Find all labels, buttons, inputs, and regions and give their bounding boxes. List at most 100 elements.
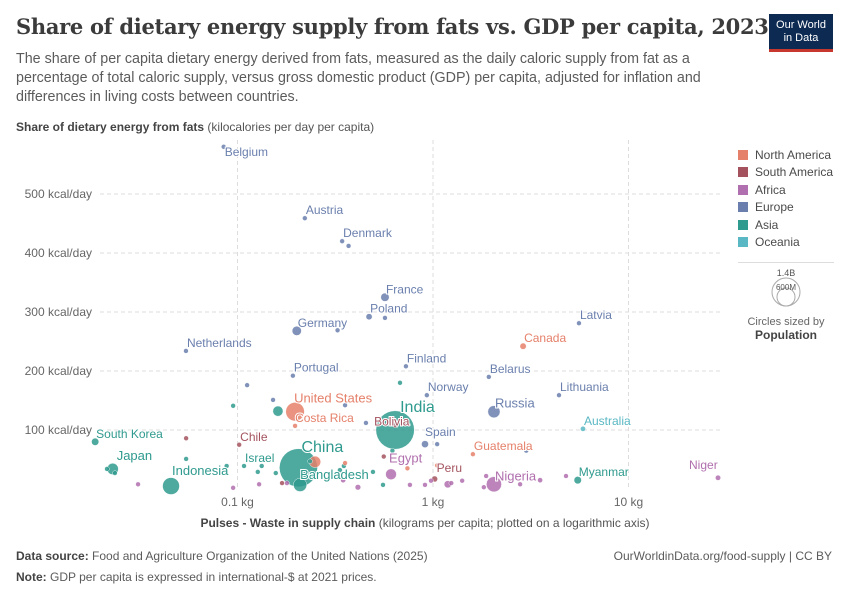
legend-item[interactable]: North America xyxy=(738,146,833,164)
point-label: United States xyxy=(294,391,373,406)
y-axis-label-unit: (kilocalories per day per capita) xyxy=(207,120,375,134)
data-point xyxy=(339,238,345,244)
point-label: Russia xyxy=(495,396,536,411)
data-point xyxy=(385,468,397,480)
legend-item[interactable]: Oceania xyxy=(738,234,833,252)
data-point xyxy=(285,402,305,422)
data-point xyxy=(183,456,189,462)
data-point xyxy=(375,410,415,450)
point-label: China xyxy=(301,439,343,456)
data-point xyxy=(363,420,369,426)
data-point xyxy=(422,482,428,488)
data-point xyxy=(183,348,189,354)
data-point xyxy=(403,363,409,369)
data-point xyxy=(370,469,376,475)
data-point xyxy=(481,484,487,490)
data-point xyxy=(284,480,290,486)
color-legend: North America South America Africa Europe As… xyxy=(738,146,833,251)
point-label: France xyxy=(386,282,424,296)
point-label: Austria xyxy=(306,203,344,217)
point-label: Bolivia xyxy=(374,414,410,428)
point-label: India xyxy=(400,399,435,416)
point-label: Latvia xyxy=(580,308,612,322)
legend-item[interactable]: Europe xyxy=(738,199,833,217)
data-point xyxy=(397,380,403,386)
data-point xyxy=(404,465,411,471)
legend-label: Asia xyxy=(755,217,779,232)
point-label: Peru xyxy=(437,461,462,475)
data-point xyxy=(563,473,569,479)
point-label: Norway xyxy=(428,380,469,394)
data-point xyxy=(407,482,413,488)
data-point xyxy=(259,463,265,469)
legend-swatch xyxy=(738,167,748,178)
data-point xyxy=(342,402,348,408)
y-tick-label: 300 kcal/day xyxy=(25,305,92,319)
data-point xyxy=(162,477,180,495)
data-point xyxy=(580,426,586,432)
data-point xyxy=(487,405,501,419)
note-text: GDP per capita is expressed in internati… xyxy=(50,570,377,584)
data-point xyxy=(291,326,302,336)
data-point xyxy=(135,481,141,487)
legend-label: South America xyxy=(755,165,834,180)
data-point xyxy=(230,403,236,409)
y-tick-label: 500 kcal/day xyxy=(25,187,92,201)
data-point xyxy=(715,474,721,481)
size-label-large: 1.4B xyxy=(777,268,796,278)
data-point xyxy=(365,313,373,321)
data-point xyxy=(244,382,250,388)
size-legend: 1.4B 600M Circles sized by Population xyxy=(738,262,834,342)
point-label: Belarus xyxy=(490,362,531,376)
point-label: Germany xyxy=(298,316,347,330)
source-link[interactable]: OurWorldinData.org/food-supply | CC BY xyxy=(613,549,832,563)
data-point xyxy=(307,458,313,464)
data-point xyxy=(273,470,279,476)
point-label: Japan xyxy=(117,448,152,463)
point-label: Portugal xyxy=(294,361,339,375)
x-tick-label: 1 kg xyxy=(422,495,445,509)
logo-line-1: Our World xyxy=(776,19,826,31)
point-label: Belgium xyxy=(225,145,268,159)
chart-subtitle: The share of per capita dietary energy d… xyxy=(16,51,701,105)
data-point xyxy=(342,460,348,466)
point-label: Nigeria xyxy=(495,468,537,483)
data-point xyxy=(576,320,582,326)
point-label: Bangladesh xyxy=(300,467,369,482)
data-point xyxy=(519,342,527,350)
data-point xyxy=(91,437,100,446)
x-tick-label: 0.1 kg xyxy=(221,495,254,509)
point-label: Australia xyxy=(584,414,631,428)
data-point xyxy=(382,315,388,321)
source-label: Data source: xyxy=(16,549,89,563)
data-point xyxy=(255,469,261,475)
x-axis-label-unit: (kilograms per capita; plotted on a loga… xyxy=(378,516,650,530)
data-point xyxy=(334,327,341,333)
size-legend-variable: Population xyxy=(755,328,817,342)
legend-label: Oceania xyxy=(755,235,800,250)
data-point xyxy=(292,423,298,429)
y-tick-label: 400 kcal/day xyxy=(25,246,92,260)
y-axis-label-main: Share of dietary energy from fats xyxy=(16,120,205,134)
logo-line-2: in Data xyxy=(783,32,819,44)
legend-swatch xyxy=(738,202,748,213)
legend-item[interactable]: Asia xyxy=(738,216,833,234)
legend-swatch xyxy=(738,237,748,248)
data-point xyxy=(293,477,307,492)
point-label: Costa Rica xyxy=(295,411,354,425)
data-point xyxy=(434,462,440,469)
data-point xyxy=(470,451,476,457)
data-point xyxy=(537,477,543,483)
legend-item[interactable]: Africa xyxy=(738,181,833,199)
x-axis-label: Pulses - Waste in supply chain (kilogram… xyxy=(0,516,850,530)
data-point xyxy=(486,374,492,380)
legend-swatch xyxy=(738,219,748,230)
owid-logo[interactable]: Our World in Data xyxy=(769,14,833,52)
point-label: Niger xyxy=(689,458,718,472)
data-point xyxy=(380,292,390,302)
point-label: Netherlands xyxy=(187,336,252,350)
legend-item[interactable]: South America xyxy=(738,164,833,182)
point-label: Egypt xyxy=(389,450,423,465)
data-point xyxy=(486,476,502,493)
data-point xyxy=(302,215,308,221)
